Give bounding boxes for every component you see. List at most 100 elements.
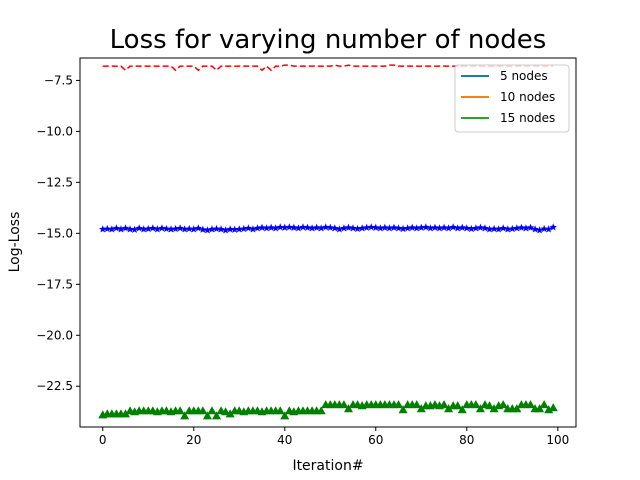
star-marker	[381, 223, 389, 231]
star-marker	[417, 223, 426, 231]
star-marker	[103, 224, 112, 233]
star-marker	[422, 223, 430, 231]
star-marker	[531, 225, 539, 233]
star-marker	[230, 225, 239, 233]
star-marker	[472, 224, 480, 232]
star-marker	[490, 224, 498, 233]
star-marker	[513, 224, 521, 232]
star-marker	[212, 224, 221, 233]
star-marker	[481, 224, 489, 232]
star-marker	[499, 224, 507, 232]
star-marker	[280, 223, 289, 231]
star-marker	[249, 225, 257, 233]
star-marker	[153, 225, 162, 233]
star-marker	[526, 223, 535, 231]
star-marker	[244, 224, 253, 232]
star-marker	[112, 224, 121, 232]
triangle-marker	[498, 400, 508, 409]
legend-label: 5 nodes	[500, 69, 548, 83]
star-marker	[199, 225, 207, 233]
triangle-marker	[121, 409, 131, 418]
star-marker	[135, 224, 143, 232]
star-marker	[458, 223, 467, 231]
star-marker	[399, 224, 407, 233]
triangle-marker	[202, 411, 212, 420]
star-marker	[485, 225, 494, 233]
y-tick-label: −20.0	[36, 328, 73, 342]
star-marker	[171, 224, 180, 233]
star-marker	[240, 224, 248, 233]
triangle-marker	[512, 404, 522, 413]
star-marker	[517, 223, 526, 231]
red-dashed-series-line	[102, 64, 554, 72]
triangle-marker	[412, 400, 422, 409]
star-marker	[467, 224, 476, 233]
star-marker	[98, 225, 107, 233]
star-marker	[235, 225, 244, 233]
triangle-marker	[180, 411, 190, 420]
star-marker	[162, 224, 171, 233]
star-marker	[544, 225, 553, 233]
star-marker	[503, 225, 512, 233]
star-marker	[412, 224, 421, 232]
legend-box	[454, 64, 570, 133]
star-marker	[294, 224, 303, 232]
triangle-marker	[525, 400, 535, 409]
star-marker	[444, 224, 453, 232]
triangle-marker	[221, 407, 231, 416]
star-marker	[494, 225, 503, 233]
legend: 5 nodes 10 nodes 15 nodes	[454, 64, 570, 133]
star-marker	[285, 223, 294, 231]
star-marker	[121, 224, 130, 232]
triangle-marker	[471, 400, 481, 409]
star-marker	[189, 225, 198, 233]
star-marker	[353, 224, 362, 233]
star-marker	[258, 223, 266, 231]
star-marker	[426, 224, 435, 232]
star-marker	[362, 223, 371, 231]
star-marker	[253, 224, 262, 232]
star-marker	[385, 224, 394, 232]
star-marker	[226, 225, 234, 233]
star-marker	[126, 225, 134, 233]
star-marker	[130, 225, 139, 233]
triangle-marker	[444, 404, 454, 413]
star-marker	[271, 224, 280, 232]
star-marker	[185, 224, 194, 233]
triangle-marker	[280, 411, 290, 420]
star-marker	[317, 224, 325, 232]
legend-label: 15 nodes	[500, 111, 555, 125]
plot-area	[98, 64, 558, 420]
triangle-marker	[544, 405, 554, 414]
star-marker	[326, 223, 335, 231]
star-marker	[331, 224, 339, 232]
triangle-marker	[275, 406, 285, 415]
star-marker	[394, 224, 403, 232]
star-marker	[262, 224, 271, 232]
star-marker	[371, 223, 380, 231]
legend-label: 10 nodes	[500, 90, 555, 104]
x-tick-label: 40	[277, 433, 292, 447]
x-tick-label: 20	[186, 433, 201, 447]
star-marker	[340, 224, 348, 232]
star-marker	[312, 223, 321, 231]
x-tick-label: 80	[459, 433, 474, 447]
triangle-marker	[394, 400, 404, 409]
triangle-marker	[485, 401, 495, 410]
star-marker	[321, 223, 330, 231]
triangle-marker	[439, 400, 449, 409]
star-marker	[508, 224, 517, 233]
triangle-marker	[175, 406, 185, 415]
star-marker	[299, 223, 307, 231]
star-marker	[440, 223, 448, 231]
star-marker	[167, 225, 175, 233]
star-marker	[431, 223, 439, 231]
triangle-marker	[539, 400, 549, 409]
triangle-marker	[198, 406, 208, 415]
triangle-marker	[225, 409, 235, 418]
star-marker	[390, 223, 398, 231]
star-marker	[540, 224, 548, 233]
triangle-marker	[489, 404, 499, 413]
star-marker	[349, 224, 357, 232]
triangle-marker	[535, 404, 545, 413]
